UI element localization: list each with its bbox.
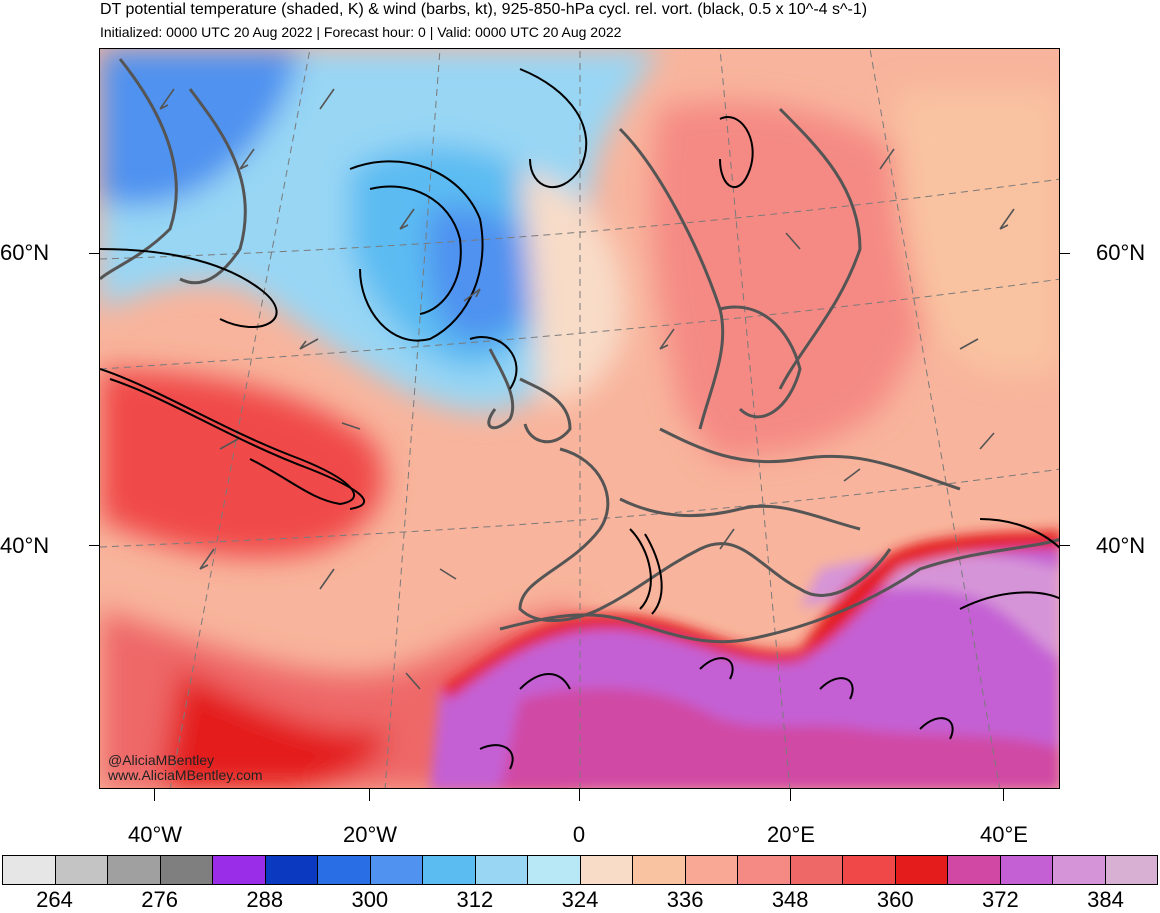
colorbar-label: 384	[1087, 887, 1124, 912]
colorbar-swatch	[948, 856, 1001, 884]
tick-20w	[369, 789, 370, 801]
tick-40w	[154, 789, 155, 801]
lat-label-40n-right: 40°N	[1096, 533, 1146, 558]
map-canvas	[100, 49, 1059, 788]
colorbar-label: 276	[141, 887, 178, 912]
colorbar-label: 336	[666, 887, 704, 912]
tick-20e	[790, 789, 791, 801]
colorbar-swatch	[370, 856, 423, 884]
lat-label-60n-left: 60°N	[0, 240, 50, 265]
vorticity-contours	[100, 68, 1059, 770]
credit-handle: @AliciaMBentley	[108, 752, 215, 768]
lon-label-20e: 20°E	[767, 822, 815, 847]
colorbar-swatch	[843, 856, 896, 884]
credit-url: www.AliciaMBentley.com	[108, 767, 263, 783]
graticule	[100, 49, 1059, 788]
weather-map	[99, 48, 1060, 789]
warm-region-deep	[160, 669, 386, 788]
cold-region-greenland	[100, 49, 300, 206]
colorbar-swatch	[475, 856, 528, 884]
lon-label-40e: 40°E	[980, 822, 1028, 847]
tick-left-40n	[89, 545, 99, 546]
lat-label-60n-right: 60°N	[1096, 240, 1146, 265]
colorbar-swatch	[160, 856, 213, 884]
colorbar-swatch	[1105, 856, 1157, 884]
lon-label-0: 0	[572, 822, 586, 847]
tick-right-60n	[1060, 253, 1070, 254]
lon-label-20w: 20°W	[342, 822, 398, 847]
wind-barbs	[159, 88, 1015, 690]
colorbar-swatch	[55, 856, 108, 884]
colorbar-swatch	[528, 856, 581, 884]
colorbar	[2, 855, 1158, 885]
colorbar-swatch	[3, 856, 56, 884]
colorbar-swatch	[213, 856, 266, 884]
colorbar-swatch	[265, 856, 318, 884]
tick-0	[579, 789, 580, 801]
colorbar-swatch	[580, 856, 633, 884]
colorbar-swatch	[895, 856, 948, 884]
colorbar-swatch	[1053, 856, 1106, 884]
colorbar-swatch	[685, 856, 738, 884]
frontal-zone	[440, 529, 1059, 699]
colorbar-swatch	[108, 856, 161, 884]
colorbar-label: 264	[36, 887, 73, 912]
colorbar-swatch	[790, 856, 843, 884]
colorbar-label: 288	[246, 887, 284, 912]
colorbar-label: 324	[561, 887, 599, 912]
lon-label-40w: 40°W	[127, 822, 183, 847]
colorbar-label: 300	[351, 887, 389, 912]
chart-subtitle: Initialized: 0000 UTC 20 Aug 2022 | Fore…	[100, 24, 622, 40]
lat-label-40n-left: 40°N	[0, 533, 50, 558]
chart-title: DT potential temperature (shaded, K) & w…	[100, 1, 868, 18]
tick-left-60n	[89, 253, 99, 254]
colorbar-swatch	[318, 856, 371, 884]
warm-plume-atlantic	[100, 369, 384, 558]
colorbar-label: 360	[876, 887, 914, 912]
colorbar-label: 372	[982, 887, 1019, 912]
tick-right-40n	[1060, 545, 1070, 546]
tick-40e	[1003, 789, 1004, 801]
colorbar-label: 348	[771, 887, 809, 912]
colorbar-swatch	[423, 856, 476, 884]
colorbar-swatch	[738, 856, 791, 884]
coastlines	[100, 58, 1059, 644]
colorbar-label: 312	[456, 887, 494, 912]
colorbar-swatch	[633, 856, 686, 884]
colorbar-swatch	[1000, 856, 1053, 884]
